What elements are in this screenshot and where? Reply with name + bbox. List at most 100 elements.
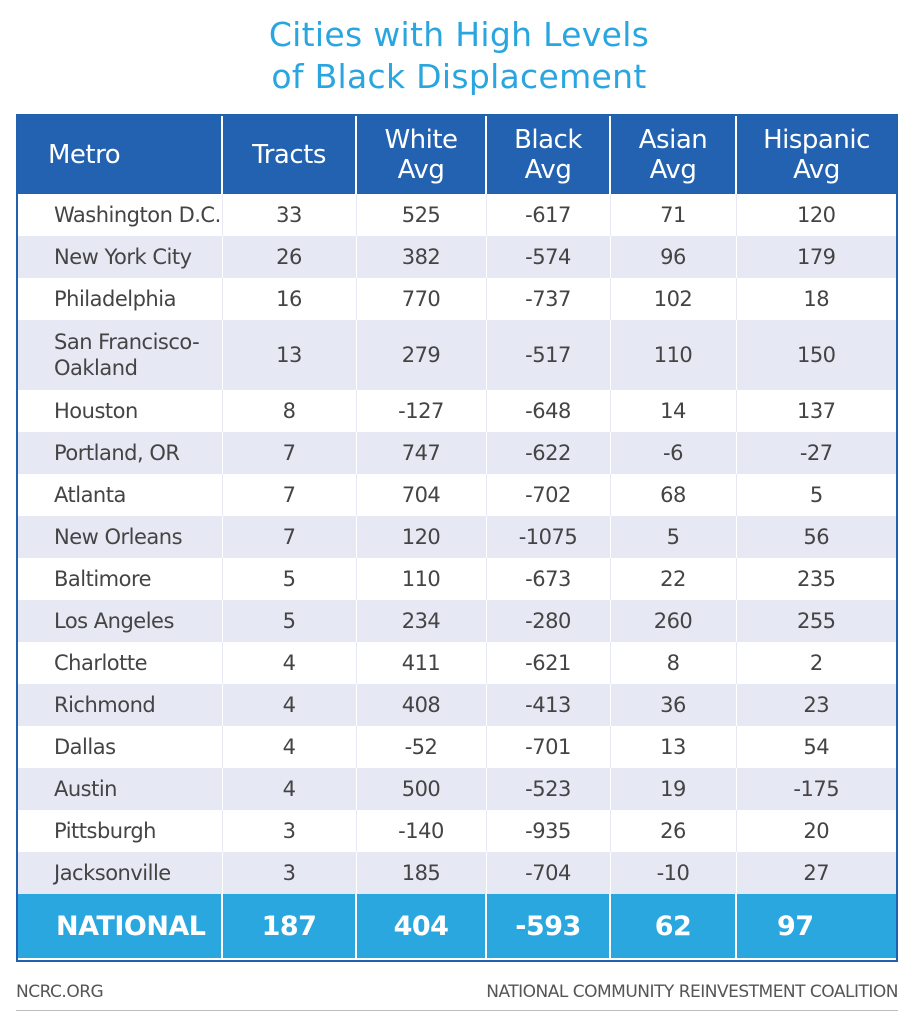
value-cell: 179: [796, 245, 836, 269]
value-cell: 4: [222, 768, 357, 810]
value-cell: -704: [486, 852, 611, 894]
value-cell: 7: [222, 474, 357, 516]
value-cell: -517: [486, 320, 611, 390]
value-cell: 8: [222, 390, 357, 432]
value-cell: 7: [222, 432, 357, 474]
table-row: Philadelphia 16 770 -737 102 18: [18, 278, 896, 320]
metro-cell: Los Angeles: [18, 600, 223, 642]
value-cell: 96: [610, 236, 737, 278]
table-row: Baltimore 5 110 -673 22 235: [18, 558, 896, 600]
value-cell: 120: [796, 203, 836, 227]
metro-cell: New Orleans: [18, 516, 223, 558]
table-row: Los Angeles 5 234 -280 260 255: [18, 600, 896, 642]
value-cell: 18: [803, 287, 830, 311]
table-row: Washington D.C. 33 525 -617 71 120: [18, 194, 896, 236]
value-cell: 54: [803, 735, 830, 759]
value-cell: 260: [610, 600, 737, 642]
value-cell: 500: [356, 768, 487, 810]
chart-title: Cities with High Levels of Black Displac…: [0, 14, 918, 98]
value-cell: 235: [796, 567, 836, 591]
metro-cell: Atlanta: [18, 474, 223, 516]
value-cell: 22: [610, 558, 737, 600]
table-row: Jacksonville 3 185 -704 -10 27: [18, 852, 896, 894]
column-header: Black Avg: [486, 116, 611, 194]
value-cell: 2: [809, 651, 823, 675]
value-cell: 102: [610, 278, 737, 320]
value-cell: 408: [356, 684, 487, 726]
value-cell: 279: [356, 320, 487, 390]
metro-cell: Austin: [18, 768, 223, 810]
metro-cell: Pittsburgh: [18, 810, 223, 852]
table-body: Washington D.C. 33 525 -617 71 120 New York Ci…: [18, 194, 896, 894]
value-cell: 68: [610, 474, 737, 516]
value-cell: 3: [222, 810, 357, 852]
metro-cell: Richmond: [18, 684, 223, 726]
table-row: Charlotte 4 411 -621 8 2: [18, 642, 896, 684]
value-cell: 13: [610, 726, 737, 768]
value-cell: 4: [222, 642, 357, 684]
value-cell: -6: [610, 432, 737, 474]
value-cell: 20: [803, 819, 830, 843]
value-cell: -523: [486, 768, 611, 810]
footer-org: NATIONAL COMMUNITY REINVESTMENT COALITIO…: [486, 982, 898, 1002]
value-cell: 27: [803, 861, 830, 885]
value-cell: -621: [486, 642, 611, 684]
column-header: White Avg: [356, 116, 487, 194]
value-cell: -622: [486, 432, 611, 474]
table-row: New Orleans 7 120 -1075 5 56: [18, 516, 896, 558]
metro-cell: Charlotte: [18, 642, 223, 684]
value-cell: 16: [222, 278, 357, 320]
table-row: New York City 26 382 -574 96 179: [18, 236, 896, 278]
value-cell: -617: [486, 194, 611, 236]
value-cell: 382: [356, 236, 487, 278]
value-cell: 747: [356, 432, 487, 474]
metro-cell: Dallas: [18, 726, 223, 768]
value-cell: 7: [222, 516, 357, 558]
value-cell: -702: [486, 474, 611, 516]
value-cell: -10: [610, 852, 737, 894]
table-row: Pittsburgh 3 -140 -935 26 20: [18, 810, 896, 852]
metro-cell: San Francisco- Oakland: [18, 320, 223, 390]
value-cell: -27: [799, 441, 833, 465]
total-row: NATIONAL 187 404 -593 62 97: [18, 894, 896, 958]
table-row: Dallas 4 -52 -701 13 54: [18, 726, 896, 768]
value-cell: -673: [486, 558, 611, 600]
title-line-2: of Black Displacement: [271, 57, 647, 96]
value-cell: -140: [356, 810, 487, 852]
value-cell: 770: [356, 278, 487, 320]
value-cell: 5: [610, 516, 737, 558]
table-row: Atlanta 7 704 -702 68 5: [18, 474, 896, 516]
table-row: San Francisco- Oakland 13 279 -517 110 150: [18, 320, 896, 390]
table-row: Richmond 4 408 -413 36 23: [18, 684, 896, 726]
value-cell: 36: [610, 684, 737, 726]
value-cell: 13: [222, 320, 357, 390]
value-cell: 120: [356, 516, 487, 558]
value-cell: -280: [486, 600, 611, 642]
value-cell: 4: [222, 726, 357, 768]
data-table: Metro Tracts White Avg Black Avg Asian Avg Hi…: [16, 114, 898, 962]
value-cell: -701: [486, 726, 611, 768]
value-cell: -574: [486, 236, 611, 278]
value-cell: 525: [356, 194, 487, 236]
value-cell: 255: [796, 609, 836, 633]
metro-cell: Jacksonville: [18, 852, 223, 894]
value-cell: 71: [610, 194, 737, 236]
metro-cell: Houston: [18, 390, 223, 432]
value-cell: 5: [809, 483, 823, 507]
table-row: Houston 8 -127 -648 14 137: [18, 390, 896, 432]
value-cell: 110: [610, 320, 737, 390]
total-value-cell: 187: [222, 894, 357, 958]
total-value-cell: 62: [610, 894, 737, 958]
metro-cell: New York City: [18, 236, 223, 278]
value-cell: -737: [486, 278, 611, 320]
table-row: Portland, OR 7 747 -622 -6 -27: [18, 432, 896, 474]
value-cell: 4: [222, 684, 357, 726]
column-header: Tracts: [222, 116, 357, 194]
total-label: NATIONAL: [18, 894, 223, 958]
value-cell: 137: [796, 399, 836, 423]
column-header: Hispanic Avg: [763, 125, 870, 185]
table-row: Austin 4 500 -523 19 -175: [18, 768, 896, 810]
footer-site: NCRC.ORG: [16, 982, 104, 1002]
metro-cell: Portland, OR: [18, 432, 223, 474]
table-total: NATIONAL 187 404 -593 62 97: [18, 894, 896, 958]
